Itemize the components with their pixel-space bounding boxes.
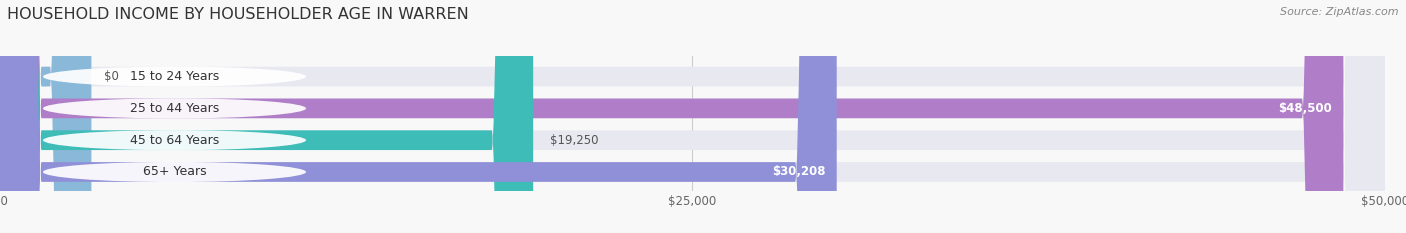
Text: 15 to 24 Years: 15 to 24 Years [129,70,219,83]
Ellipse shape [44,98,307,118]
FancyBboxPatch shape [0,0,1343,233]
Ellipse shape [44,162,307,182]
Text: 25 to 44 Years: 25 to 44 Years [129,102,219,115]
Ellipse shape [44,67,307,87]
Text: $0: $0 [104,70,118,83]
Ellipse shape [44,130,307,150]
FancyBboxPatch shape [0,0,533,233]
Text: $19,250: $19,250 [550,134,599,147]
Text: Source: ZipAtlas.com: Source: ZipAtlas.com [1281,7,1399,17]
Text: $48,500: $48,500 [1278,102,1333,115]
FancyBboxPatch shape [0,0,837,233]
Text: 65+ Years: 65+ Years [142,165,207,178]
Text: 45 to 64 Years: 45 to 64 Years [129,134,219,147]
Text: HOUSEHOLD INCOME BY HOUSEHOLDER AGE IN WARREN: HOUSEHOLD INCOME BY HOUSEHOLDER AGE IN W… [7,7,468,22]
Text: $30,208: $30,208 [772,165,825,178]
FancyBboxPatch shape [0,0,91,233]
